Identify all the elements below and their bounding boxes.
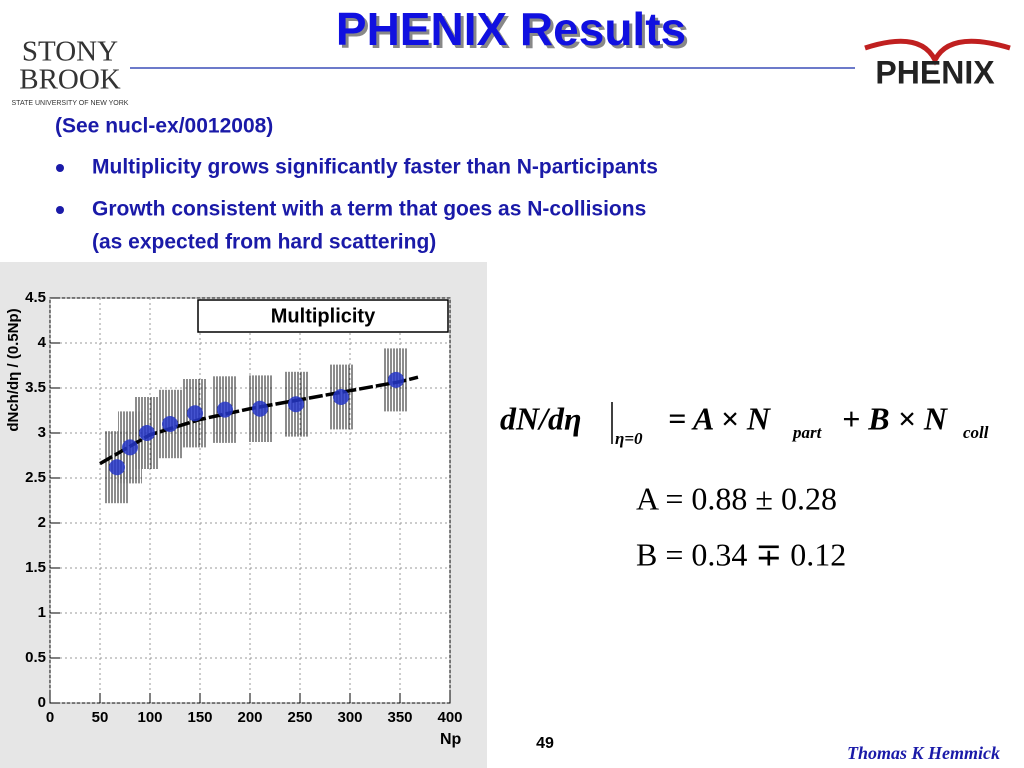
y-tick-label: 3	[38, 424, 46, 441]
logo-wing	[864, 38, 1011, 66]
x-tick-label: 400	[437, 709, 462, 726]
y-tick-label: 1.5	[25, 559, 46, 576]
chart-title: Multiplicity	[271, 305, 376, 327]
formula-param: B = 0.34 ∓ 0.12	[636, 536, 846, 572]
x-axis-label: Np	[440, 731, 462, 748]
formula-param: A = 0.88 ± 0.28	[636, 480, 837, 516]
data-point	[217, 401, 233, 418]
y-tick-label: 0.5	[25, 649, 46, 666]
data-point	[122, 439, 138, 456]
formula-term: = A × N	[668, 400, 772, 436]
logo-text: STONY	[22, 36, 118, 68]
reference: (See nucl-ex/0012008)	[55, 115, 273, 138]
logo-text: STATE UNIVERSITY OF NEW YORK	[12, 100, 129, 107]
y-tick-label: 2	[38, 514, 46, 531]
y-tick-label: 3.5	[25, 379, 46, 396]
slide-title: PHENIX Results	[336, 3, 686, 55]
data-point	[388, 371, 404, 388]
formula-sub: η=0	[615, 429, 643, 448]
data-point	[109, 459, 125, 476]
legend-box	[197, 299, 449, 333]
logo-text: PHENIX	[875, 54, 995, 90]
bullet: Growth consistent with a term that goes …	[92, 198, 646, 221]
data-point	[187, 405, 203, 422]
data-point	[139, 425, 155, 441]
x-tick-label: 300	[337, 709, 362, 726]
x-tick-label: 200	[237, 709, 262, 726]
logo-text: BROOK	[19, 64, 121, 96]
y-tick-label: 2.5	[25, 469, 46, 486]
y-tick-label: 4.5	[25, 289, 46, 306]
y-tick-label: 4	[38, 334, 47, 351]
x-tick-label: 100	[137, 709, 162, 726]
formula-term: + B × N	[842, 400, 949, 436]
x-tick-label: 350	[387, 709, 412, 726]
data-point	[162, 416, 178, 432]
x-tick-label: 250	[287, 709, 312, 726]
y-axis-label: dNch/dη / (0.5Np)	[5, 308, 22, 431]
formula-lhs: dN/dη	[500, 400, 582, 436]
data-point	[333, 389, 349, 405]
x-tick-label: 150	[187, 709, 212, 726]
formula-sub: part	[791, 423, 823, 442]
bullet-dot	[56, 206, 64, 214]
x-tick-label: 0	[46, 709, 54, 726]
formula-sub: coll	[963, 423, 989, 442]
data-point	[288, 396, 304, 413]
plot: 0 0.5 1 1.5 2 2.5 3 3.5 4 4.5 0 50 100 150 200 250 300 35…	[25, 289, 462, 726]
bullet: Multiplicity grows significantly faster …	[92, 156, 658, 179]
y-tick-label: 0	[38, 694, 46, 711]
y-tick-label: 1	[38, 604, 46, 621]
author: Thomas K Hemmick	[847, 743, 1000, 763]
page-number: 49	[536, 735, 554, 752]
title-shadow: PHENIX Results	[339, 6, 689, 58]
x-tick-label: 50	[92, 709, 109, 726]
data-point	[252, 400, 268, 417]
bullet: (as expected from hard scattering)	[92, 231, 436, 254]
bullet-dot	[56, 164, 64, 172]
